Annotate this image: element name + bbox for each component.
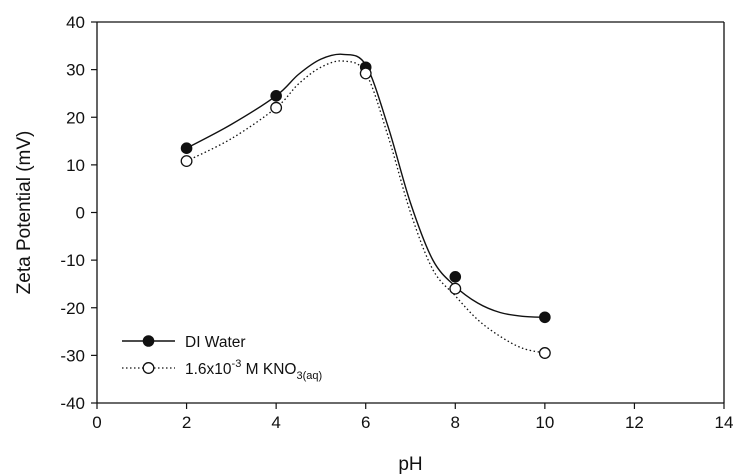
series-kno3-point	[270, 101, 283, 114]
y-tick-label: -30	[60, 346, 85, 365]
y-tick-label: -20	[60, 299, 85, 318]
y-ticks: -40 -30 -20 -10 0 10 20 30 40	[60, 13, 97, 413]
axes	[96, 21, 725, 404]
legend-di-water-marker	[142, 335, 155, 347]
legend-di-water-label: DI Water	[185, 334, 246, 351]
series-di-water-curve	[186, 53, 545, 318]
y-tick-label: -10	[60, 251, 85, 270]
y-tick-label: 40	[66, 13, 85, 32]
series-kno3-curve	[186, 60, 545, 354]
legend-kno3-marker	[142, 362, 155, 374]
series-kno3-point	[538, 347, 551, 359]
series-di-water-point	[449, 270, 462, 283]
legend-kno3-label-main: 1.6x10	[185, 361, 232, 378]
y-tick-label: 20	[66, 108, 85, 127]
x-ticks: 0 2 4 6 8 10 12 14	[92, 403, 733, 432]
x-tick-label: 10	[535, 413, 554, 432]
y-tick-label: 10	[66, 156, 85, 175]
x-tick-label: 12	[625, 413, 644, 432]
y-tick-label: 0	[76, 204, 85, 223]
legend-kno3-label: 1.6x10-3 M KNO3(aq)	[185, 358, 322, 382]
series-di-water-point	[270, 90, 282, 102]
y-tick-label: 30	[66, 61, 85, 80]
x-tick-label: 8	[451, 413, 460, 432]
x-tick-label: 2	[182, 413, 191, 432]
y-axis-title: Zeta Potential (mV)	[14, 131, 35, 295]
series-kno3-point	[449, 282, 462, 295]
y-tick-label: -40	[60, 394, 85, 413]
series-di-water-point	[539, 311, 551, 324]
series-kno3-point	[180, 155, 193, 168]
x-axis-title: pH	[398, 454, 422, 475]
x-tick-label: 14	[715, 413, 734, 432]
legend-kno3-label-sup: -3	[232, 358, 242, 370]
series-di-water-point	[180, 142, 193, 155]
legend-kno3-label-mid: M KNO	[241, 361, 296, 378]
x-tick-label: 4	[271, 413, 280, 432]
legend-item-di-water: DI Water	[122, 334, 246, 351]
legend: DI Water 1.6x10-3 M KNO3(aq)	[122, 334, 322, 382]
series-layer	[180, 53, 551, 359]
x-tick-label: 6	[361, 413, 370, 432]
legend-item-kno3: 1.6x10-3 M KNO3(aq)	[122, 358, 322, 382]
x-tick-label: 0	[92, 413, 101, 432]
legend-kno3-label-sub: 3(aq)	[296, 370, 322, 382]
series-kno3-point	[359, 67, 372, 80]
